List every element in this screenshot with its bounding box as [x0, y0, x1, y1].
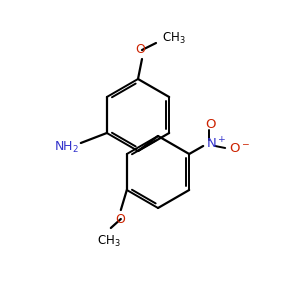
Text: CH$_3$: CH$_3$ — [97, 234, 121, 249]
Text: O: O — [135, 43, 145, 56]
Text: O: O — [205, 118, 215, 130]
Text: NH$_2$: NH$_2$ — [54, 140, 79, 154]
Text: N$^+$: N$^+$ — [206, 136, 227, 152]
Text: CH$_3$: CH$_3$ — [162, 30, 186, 46]
Text: O: O — [115, 213, 125, 226]
Text: O$^-$: O$^-$ — [229, 142, 250, 154]
